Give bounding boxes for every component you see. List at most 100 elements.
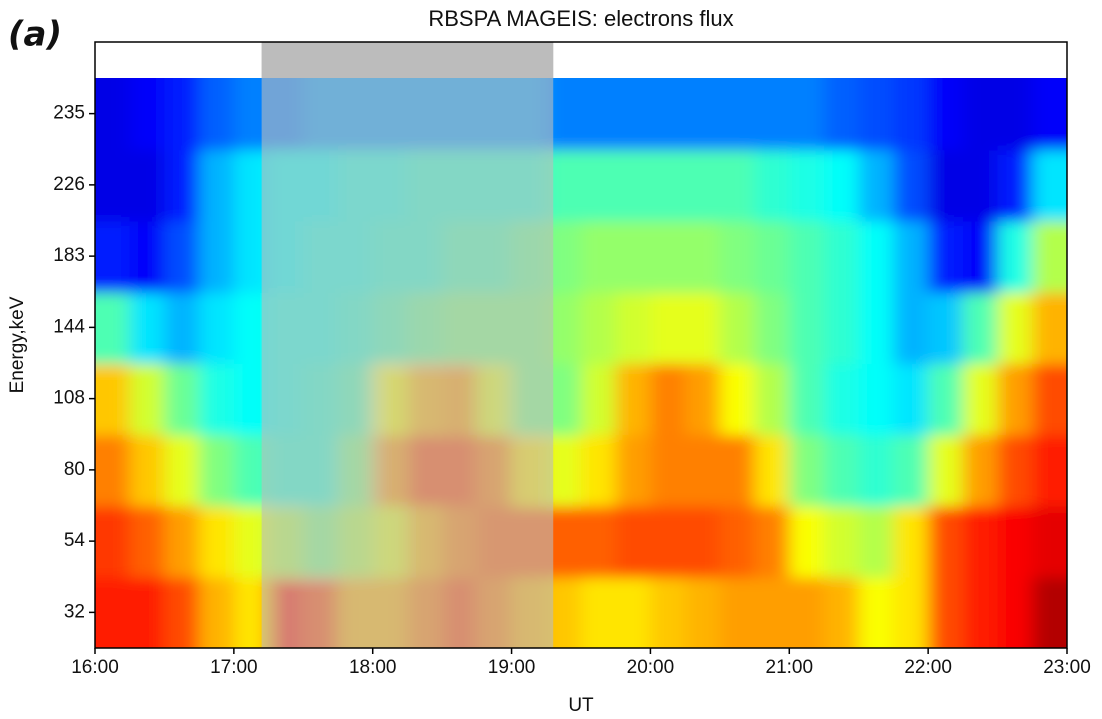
heatmap-cell bbox=[685, 149, 721, 222]
heatmap-cell bbox=[754, 434, 791, 507]
heatmap-cell bbox=[962, 149, 999, 222]
heatmap-cell bbox=[129, 220, 166, 293]
heatmap-cell bbox=[962, 363, 999, 436]
shaded-interval-top bbox=[261, 42, 554, 78]
heatmap-cell bbox=[199, 220, 235, 293]
heatmap-cell bbox=[754, 576, 791, 648]
heatmap-cell bbox=[581, 576, 617, 648]
heatmap-cell bbox=[129, 363, 166, 436]
heatmap-cell bbox=[824, 576, 860, 648]
heatmap-cell bbox=[858, 149, 895, 222]
x-tick-label: 23:00 bbox=[1043, 657, 1091, 678]
heatmap-cell bbox=[650, 434, 687, 507]
heatmap-cell bbox=[754, 291, 791, 364]
heatmap-cell bbox=[893, 78, 930, 151]
heatmap-cell bbox=[164, 291, 201, 364]
heatmap-cell bbox=[1032, 363, 1067, 436]
heatmap-cell bbox=[199, 149, 235, 222]
heatmap-cell bbox=[95, 78, 131, 151]
heatmap-cell bbox=[685, 220, 721, 293]
heatmap-cell bbox=[789, 363, 825, 436]
heatmap-cell bbox=[997, 220, 1034, 293]
heatmap-cell bbox=[615, 505, 652, 578]
y-tick-label: 80 bbox=[64, 459, 85, 480]
heatmap-cell bbox=[581, 149, 617, 222]
heatmap-cell bbox=[685, 576, 721, 648]
heatmap-cell bbox=[615, 291, 652, 364]
heatmap-cell bbox=[685, 505, 721, 578]
heatmap-cell bbox=[199, 505, 235, 578]
heatmap-cell bbox=[719, 363, 756, 436]
heatmap-cell bbox=[962, 434, 999, 507]
heatmap-cell bbox=[199, 291, 235, 364]
y-tick-label: 183 bbox=[53, 245, 85, 266]
heatmap-cell bbox=[789, 149, 825, 222]
heatmap-cell bbox=[581, 505, 617, 578]
heatmap-cell bbox=[1032, 220, 1067, 293]
heatmap-cell bbox=[962, 220, 999, 293]
heatmap-cell bbox=[199, 434, 235, 507]
heatmap bbox=[95, 78, 1067, 648]
chart-title: RBSPA MAGEIS: electrons flux bbox=[428, 6, 733, 31]
heatmap-cell bbox=[95, 505, 131, 578]
heatmap-cell bbox=[789, 78, 825, 151]
panel-label: (a) bbox=[8, 15, 62, 55]
heatmap-cell bbox=[928, 220, 964, 293]
heatmap-cell bbox=[789, 576, 825, 648]
heatmap-cell bbox=[997, 78, 1034, 151]
heatmap-cell bbox=[928, 576, 964, 648]
heatmap-cell bbox=[893, 149, 930, 222]
heatmap-cell bbox=[129, 576, 166, 648]
heatmap-cell bbox=[789, 434, 825, 507]
x-tick-label: 21:00 bbox=[766, 657, 814, 678]
heatmap-cell bbox=[754, 220, 791, 293]
heatmap-cell bbox=[719, 291, 756, 364]
heatmap-cell bbox=[650, 576, 687, 648]
heatmap-cell bbox=[1032, 149, 1067, 222]
heatmap-cell bbox=[650, 291, 687, 364]
y-tick-label: 54 bbox=[64, 530, 86, 551]
heatmap-cell bbox=[650, 220, 687, 293]
heatmap-cell bbox=[719, 149, 756, 222]
heatmap-cell bbox=[928, 434, 964, 507]
heatmap-cell bbox=[824, 505, 860, 578]
heatmap-cell bbox=[858, 78, 895, 151]
x-tick-label: 19:00 bbox=[488, 657, 536, 678]
heatmap-cell bbox=[719, 505, 756, 578]
heatmap-cell bbox=[1032, 576, 1067, 648]
overlay: 16:00 17:00 18:00 19:00 20:00 21:00 22:00 23:00… bbox=[53, 41, 1091, 678]
x-tick-label: 22:00 bbox=[904, 657, 952, 678]
heatmap-cell bbox=[962, 291, 999, 364]
x-tick-label: 17:00 bbox=[210, 657, 258, 678]
heatmap-cell bbox=[928, 505, 964, 578]
y-axis-label: Energy,keV bbox=[7, 296, 28, 393]
heatmap-cell bbox=[95, 291, 131, 364]
heatmap-cell bbox=[754, 78, 791, 151]
heatmap-cell bbox=[928, 78, 964, 151]
heatmap-cell bbox=[824, 149, 860, 222]
heatmap-cell bbox=[164, 505, 201, 578]
heatmap-cell bbox=[893, 363, 930, 436]
heatmap-cell bbox=[824, 291, 860, 364]
heatmap-cell bbox=[95, 576, 131, 648]
heatmap-cell bbox=[754, 363, 791, 436]
heatmap-cell bbox=[754, 149, 791, 222]
heatmap-cell bbox=[95, 149, 131, 222]
heatmap-cell bbox=[685, 78, 721, 151]
heatmap-cell bbox=[893, 220, 930, 293]
y-tick-label: 235 bbox=[53, 103, 85, 124]
heatmap-cell bbox=[164, 363, 201, 436]
heatmap-cell bbox=[1032, 434, 1067, 507]
x-tick-label: 18:00 bbox=[349, 657, 397, 678]
heatmap-cell bbox=[650, 505, 687, 578]
y-tick-label: 32 bbox=[64, 601, 85, 622]
heatmap-cell bbox=[928, 291, 964, 364]
heatmap-cell bbox=[1032, 505, 1067, 578]
heatmap-cell bbox=[650, 363, 687, 436]
heatmap-cell bbox=[962, 78, 999, 151]
heatmap-cell bbox=[129, 78, 166, 151]
heatmap-cell bbox=[824, 363, 860, 436]
heatmap-cell bbox=[615, 363, 652, 436]
heatmap-cell bbox=[1032, 291, 1067, 364]
